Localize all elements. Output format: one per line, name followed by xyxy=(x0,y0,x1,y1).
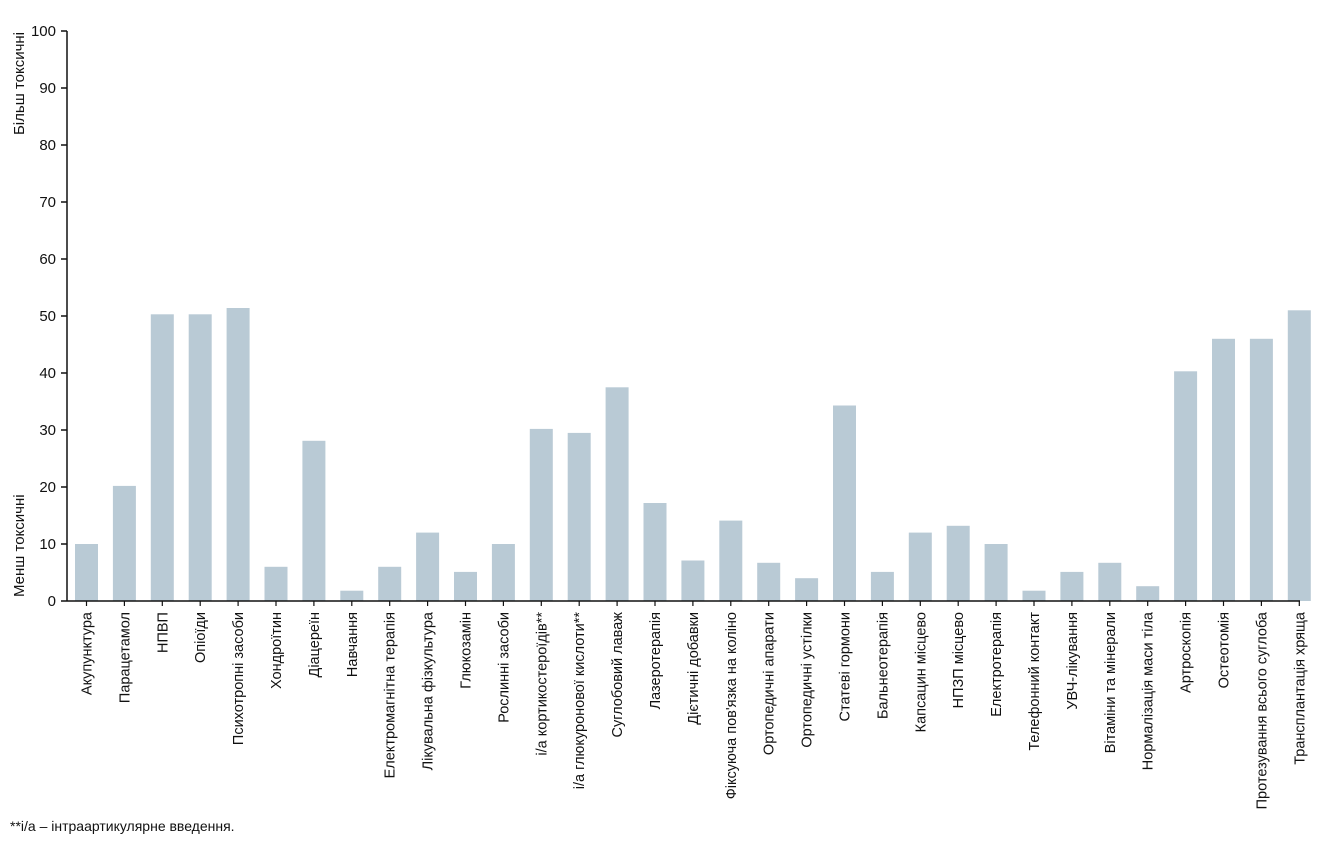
bar xyxy=(1249,338,1273,601)
y-tick-label: 60 xyxy=(39,251,56,268)
category-label: Акупунктура xyxy=(80,611,96,695)
category-label: Артроскопія xyxy=(1179,612,1195,693)
category-label: Електротерапія xyxy=(989,612,1005,717)
category-label: Лікувальна фізкультура xyxy=(421,611,437,770)
category-label: Протезування всього суглоба xyxy=(1254,611,1270,809)
category-label: Остеотомія xyxy=(1217,612,1233,688)
category-label: УВЧ-лікування xyxy=(1065,612,1081,710)
category-labels: Акупунктура Парацетамол НПВП Опіоїди Психотр… xyxy=(80,601,1308,809)
y-tick-label: 10 xyxy=(39,536,56,553)
category-label: Ортопедичні устілки xyxy=(800,612,816,748)
category-label: і/а кортикостероїдів** xyxy=(534,612,550,756)
bar xyxy=(1098,562,1122,601)
category-label: Глюкозамін xyxy=(459,612,475,689)
bar xyxy=(567,432,591,601)
category-label: Електромагнітна терапія xyxy=(383,612,399,778)
bar xyxy=(75,544,98,601)
bar xyxy=(984,544,1008,601)
category-label: і/а глюкуронової кислоти** xyxy=(572,612,588,790)
bar xyxy=(454,571,477,601)
y-tick-label: 50 xyxy=(39,308,56,325)
bar xyxy=(1174,371,1198,601)
category-label: Навчання xyxy=(345,612,361,677)
category-label: Нормалізація маси тіла xyxy=(1141,611,1157,770)
y-tick-label: 40 xyxy=(39,365,56,382)
bar xyxy=(150,314,174,601)
y-tick-label: 70 xyxy=(39,194,56,211)
category-label: Капсацин місцево xyxy=(913,612,929,732)
y-tick-label: 0 xyxy=(48,593,56,610)
bar xyxy=(112,485,136,601)
category-label: Вітаміни та мінерали xyxy=(1103,612,1119,753)
bar xyxy=(226,308,250,601)
bar xyxy=(529,428,553,601)
bar xyxy=(908,532,932,601)
category-label: Суглобовий лаваж xyxy=(610,612,626,738)
bar xyxy=(188,314,212,601)
y-tick-label: 30 xyxy=(39,422,56,439)
y-axis-label-more-toxic: Більш токсичні xyxy=(11,32,28,135)
bar xyxy=(264,566,288,601)
category-label: Бальнеотерапія xyxy=(875,612,891,719)
bar xyxy=(719,520,743,601)
category-label: Трансплантація хряща xyxy=(1292,611,1308,765)
category-label: Опіоїди xyxy=(193,612,209,663)
category-label: Діацереїн xyxy=(307,612,323,677)
bar xyxy=(302,440,326,601)
bar xyxy=(1060,571,1084,601)
y-axis-ticks: 0 10 20 30 40 50 60 70 80 90 100 xyxy=(31,23,67,610)
y-tick-label: 20 xyxy=(39,479,56,496)
category-label: Телефонний контакт xyxy=(1027,612,1043,751)
bar xyxy=(605,387,629,602)
bar xyxy=(643,503,667,601)
bar xyxy=(416,532,440,601)
category-label: НПВП xyxy=(155,612,171,653)
category-label: Рослинні засоби xyxy=(496,612,512,723)
category-label: Статеві гормони xyxy=(838,612,854,721)
bars xyxy=(75,308,1311,602)
bar xyxy=(378,566,402,601)
y-axis-label-less-toxic: Менш токсичні xyxy=(11,494,28,597)
footnote: **і/а – інтраартикулярне введення. xyxy=(10,818,235,834)
category-label: НПЗП місцево xyxy=(951,612,967,708)
category-label: Парацетамол xyxy=(117,612,133,703)
y-tick-label: 100 xyxy=(31,23,56,40)
category-label: Хондроїтин xyxy=(269,612,285,689)
bar xyxy=(870,571,894,601)
bar xyxy=(1022,590,1046,601)
category-label: Дієтичні добавки xyxy=(686,612,702,725)
category-label: Фіксуюча пов'язка на коліно xyxy=(724,612,740,799)
bar xyxy=(757,562,781,601)
category-label: Ортопедичні апарати xyxy=(762,612,778,755)
bar xyxy=(681,560,705,601)
bar xyxy=(833,405,856,601)
y-tick-label: 80 xyxy=(39,137,56,154)
bar xyxy=(946,525,970,601)
bar xyxy=(1212,338,1235,601)
bar xyxy=(340,590,364,601)
bar xyxy=(1136,586,1160,601)
y-tick-label: 90 xyxy=(39,80,56,97)
category-label: Психотропні засоби xyxy=(231,612,247,745)
bar xyxy=(795,578,819,601)
bar xyxy=(491,544,515,601)
category-label: Лазеротерапія xyxy=(648,612,664,709)
bar xyxy=(1287,310,1311,601)
